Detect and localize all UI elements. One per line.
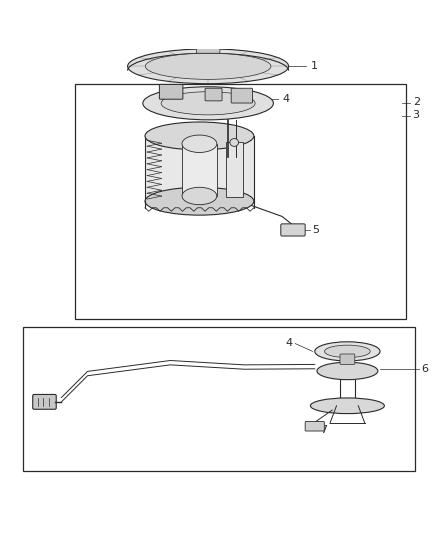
Ellipse shape	[145, 53, 271, 79]
Text: 4: 4	[285, 338, 292, 348]
Bar	[226, 142, 243, 197]
Text: 2: 2	[413, 97, 420, 107]
FancyBboxPatch shape	[231, 88, 253, 103]
Ellipse shape	[127, 49, 289, 84]
FancyBboxPatch shape	[159, 84, 183, 99]
Text: 7: 7	[320, 425, 327, 435]
Bar	[23, 327, 415, 471]
Ellipse shape	[315, 342, 380, 361]
Text: 4: 4	[282, 94, 289, 104]
Polygon shape	[145, 136, 254, 201]
Text: 1: 1	[311, 61, 318, 71]
Ellipse shape	[182, 187, 217, 205]
FancyBboxPatch shape	[281, 224, 305, 236]
Ellipse shape	[145, 187, 254, 215]
Ellipse shape	[311, 398, 385, 414]
Bar	[182, 144, 217, 196]
FancyBboxPatch shape	[340, 354, 355, 365]
Ellipse shape	[161, 92, 255, 115]
FancyBboxPatch shape	[33, 394, 56, 409]
Text: 3: 3	[413, 110, 420, 120]
FancyBboxPatch shape	[305, 422, 324, 431]
Ellipse shape	[325, 345, 370, 358]
Ellipse shape	[145, 122, 254, 150]
Bar	[75, 84, 406, 319]
Text: 5: 5	[313, 225, 320, 235]
FancyBboxPatch shape	[205, 88, 222, 101]
Text: 6: 6	[421, 364, 428, 374]
FancyBboxPatch shape	[196, 45, 220, 53]
Ellipse shape	[230, 139, 239, 147]
Ellipse shape	[143, 87, 273, 120]
Ellipse shape	[317, 362, 378, 379]
Ellipse shape	[182, 135, 217, 152]
